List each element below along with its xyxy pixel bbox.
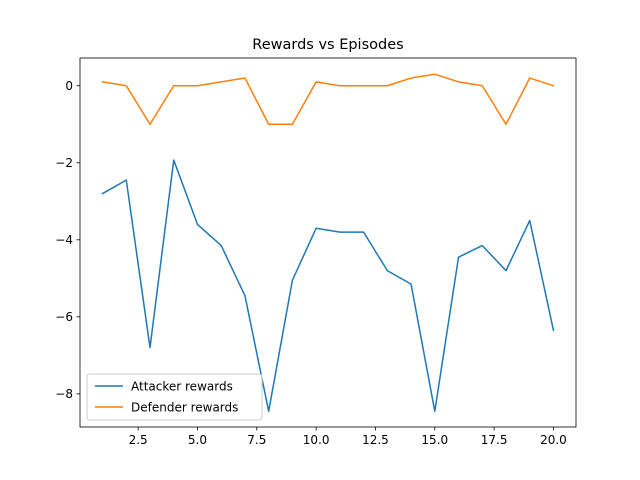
x-tick-label: 17.5 <box>481 433 508 447</box>
y-tick-label: −6 <box>55 310 73 324</box>
chart-title: Rewards vs Episodes <box>252 37 403 53</box>
legend: Attacker rewards Defender rewards <box>86 373 263 421</box>
legend-box <box>86 373 263 421</box>
series-line-1 <box>101 73 555 125</box>
y-tick-label: −4 <box>55 233 73 247</box>
legend-label-0: Attacker rewards <box>131 379 233 393</box>
x-tick-label: 12.5 <box>362 433 389 447</box>
legend-label-1: Defender rewards <box>131 400 238 414</box>
x-tick-label: 20.0 <box>540 433 567 447</box>
y-tick-label: −2 <box>55 156 73 170</box>
y-tick-label: −8 <box>55 387 73 401</box>
series-line-0 <box>101 159 555 412</box>
plot-series <box>101 73 555 412</box>
plot-frame <box>79 57 577 428</box>
y-tick-label: 0 <box>65 79 73 93</box>
x-axis: 2.5 5.0 7.5 10.0 12.5 15.0 17.5 20.0 <box>129 427 567 447</box>
x-tick-label: 7.5 <box>247 433 266 447</box>
x-tick-label: 15.0 <box>421 433 448 447</box>
x-tick-label: 10.0 <box>303 433 330 447</box>
x-tick-label: 5.0 <box>188 433 207 447</box>
y-axis: 0 −2 −4 −6 −8 <box>55 79 80 401</box>
x-tick-label: 2.5 <box>129 433 148 447</box>
